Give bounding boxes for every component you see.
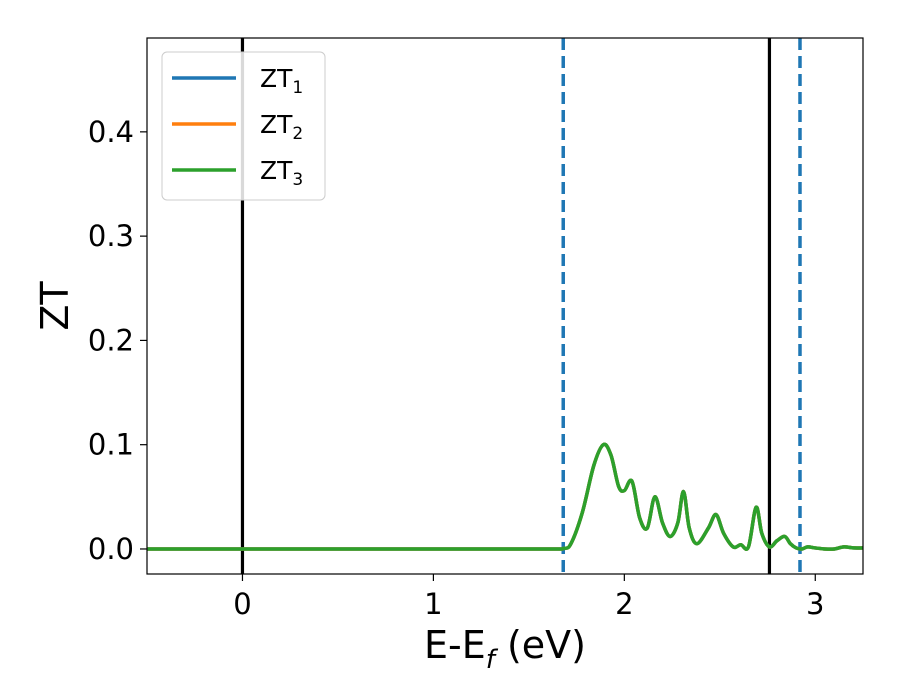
x-tick-label: 2 <box>615 587 633 621</box>
y-tick-label: 0.1 <box>88 428 134 462</box>
x-tick-label: 3 <box>806 587 824 621</box>
y-tick-label: 0.4 <box>88 115 134 149</box>
x-tick-label: 1 <box>424 587 442 621</box>
x-tick-label: 0 <box>233 587 251 621</box>
y-tick-label: 0.0 <box>88 532 134 566</box>
x-axis-ticks: 0 1 2 3 <box>233 574 824 621</box>
y-axis-label: ZT <box>33 281 77 331</box>
series-lines <box>147 442 863 551</box>
plot-frame <box>146 37 864 575</box>
x-axis-label: E-Ef (eV) <box>424 623 586 675</box>
series-line-zt3 <box>147 442 863 551</box>
y-tick-label: 0.2 <box>88 323 134 357</box>
legend-label-zt1: ZT1 <box>260 64 303 98</box>
legend: ZT1 ZT2 ZT3 <box>161 51 326 201</box>
y-axis-ticks: 0.0 0.1 0.2 0.3 0.4 <box>88 115 147 566</box>
y-tick-label: 0.3 <box>88 219 134 253</box>
x-axis-label-unit: (eV) <box>495 623 586 667</box>
legend-box <box>161 51 326 201</box>
legend-label-zt2: ZT2 <box>260 110 303 144</box>
x-axis-label-main: E-E <box>424 623 486 667</box>
legend-label-zt3: ZT3 <box>260 156 303 190</box>
